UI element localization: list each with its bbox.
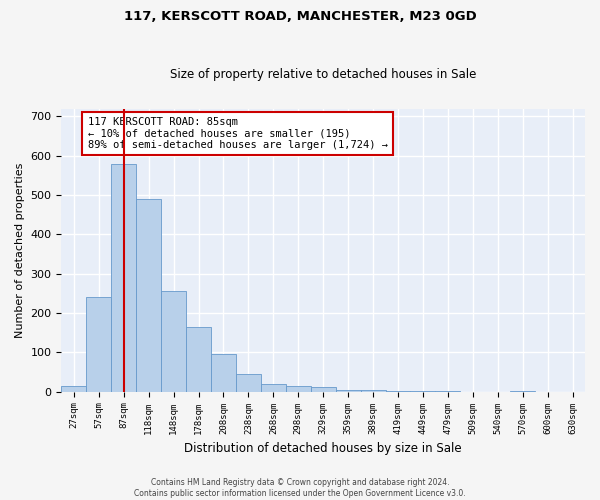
Bar <box>61 386 86 392</box>
Y-axis label: Number of detached properties: Number of detached properties <box>15 162 25 338</box>
Title: Size of property relative to detached houses in Sale: Size of property relative to detached ho… <box>170 68 476 81</box>
Bar <box>335 390 361 392</box>
Bar <box>236 374 261 392</box>
Bar <box>161 292 186 392</box>
Text: 117, KERSCOTT ROAD, MANCHESTER, M23 0GD: 117, KERSCOTT ROAD, MANCHESTER, M23 0GD <box>124 10 476 23</box>
Bar <box>136 199 161 392</box>
Bar <box>186 327 211 392</box>
Text: 117 KERSCOTT ROAD: 85sqm
← 10% of detached houses are smaller (195)
89% of semi-: 117 KERSCOTT ROAD: 85sqm ← 10% of detach… <box>88 117 388 150</box>
Bar <box>386 390 410 392</box>
Text: Contains HM Land Registry data © Crown copyright and database right 2024.
Contai: Contains HM Land Registry data © Crown c… <box>134 478 466 498</box>
Bar <box>361 390 386 392</box>
Bar <box>111 164 136 392</box>
Bar <box>286 386 311 392</box>
X-axis label: Distribution of detached houses by size in Sale: Distribution of detached houses by size … <box>184 442 462 455</box>
Bar <box>261 384 286 392</box>
Bar <box>311 387 335 392</box>
Bar <box>86 298 111 392</box>
Bar <box>211 354 236 392</box>
